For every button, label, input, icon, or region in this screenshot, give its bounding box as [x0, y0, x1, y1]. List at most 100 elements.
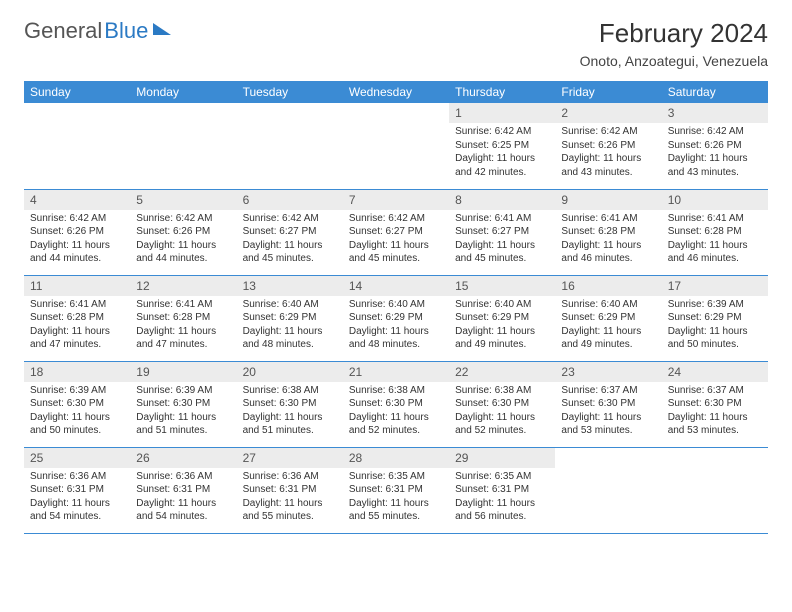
day-details: Sunrise: 6:38 AMSunset: 6:30 PMDaylight:…	[343, 382, 449, 442]
sunset-line: Sunset: 6:30 PM	[349, 397, 443, 411]
weekday-header: Saturday	[662, 81, 768, 103]
day-number: 24	[662, 362, 768, 382]
calendar-day-cell: 5Sunrise: 6:42 AMSunset: 6:26 PMDaylight…	[130, 189, 236, 275]
day-details: Sunrise: 6:35 AMSunset: 6:31 PMDaylight:…	[449, 468, 555, 528]
daylight-line: Daylight: 11 hours and 50 minutes.	[30, 411, 124, 438]
daylight-line: Daylight: 11 hours and 51 minutes.	[243, 411, 337, 438]
sunset-line: Sunset: 6:26 PM	[30, 225, 124, 239]
day-details: Sunrise: 6:38 AMSunset: 6:30 PMDaylight:…	[449, 382, 555, 442]
daylight-line: Daylight: 11 hours and 54 minutes.	[30, 497, 124, 524]
day-details: Sunrise: 6:40 AMSunset: 6:29 PMDaylight:…	[555, 296, 661, 356]
calendar-week-row: 4Sunrise: 6:42 AMSunset: 6:26 PMDaylight…	[24, 189, 768, 275]
sunrise-line: Sunrise: 6:40 AM	[561, 298, 655, 312]
calendar-week-row: 11Sunrise: 6:41 AMSunset: 6:28 PMDayligh…	[24, 275, 768, 361]
sunset-line: Sunset: 6:31 PM	[136, 483, 230, 497]
day-number: 22	[449, 362, 555, 382]
title-block: February 2024 Onoto, Anzoategui, Venezue…	[580, 18, 768, 69]
sunrise-line: Sunrise: 6:35 AM	[349, 470, 443, 484]
day-details: Sunrise: 6:41 AMSunset: 6:28 PMDaylight:…	[662, 210, 768, 270]
day-details: Sunrise: 6:42 AMSunset: 6:27 PMDaylight:…	[237, 210, 343, 270]
daylight-line: Daylight: 11 hours and 47 minutes.	[30, 325, 124, 352]
daylight-line: Daylight: 11 hours and 51 minutes.	[136, 411, 230, 438]
sunset-line: Sunset: 6:30 PM	[561, 397, 655, 411]
daylight-line: Daylight: 11 hours and 53 minutes.	[561, 411, 655, 438]
calendar-day-cell: 7Sunrise: 6:42 AMSunset: 6:27 PMDaylight…	[343, 189, 449, 275]
day-number: 9	[555, 190, 661, 210]
weekday-header: Friday	[555, 81, 661, 103]
sunrise-line: Sunrise: 6:42 AM	[561, 125, 655, 139]
calendar-day-cell: 19Sunrise: 6:39 AMSunset: 6:30 PMDayligh…	[130, 361, 236, 447]
calendar-day-cell: 6Sunrise: 6:42 AMSunset: 6:27 PMDaylight…	[237, 189, 343, 275]
sunrise-line: Sunrise: 6:38 AM	[349, 384, 443, 398]
sunset-line: Sunset: 6:30 PM	[30, 397, 124, 411]
sunrise-line: Sunrise: 6:37 AM	[668, 384, 762, 398]
calendar-day-cell: 9Sunrise: 6:41 AMSunset: 6:28 PMDaylight…	[555, 189, 661, 275]
calendar-week-row: 25Sunrise: 6:36 AMSunset: 6:31 PMDayligh…	[24, 447, 768, 533]
page-title: February 2024	[580, 18, 768, 49]
day-number: 28	[343, 448, 449, 468]
sunrise-line: Sunrise: 6:41 AM	[561, 212, 655, 226]
day-details: Sunrise: 6:41 AMSunset: 6:28 PMDaylight:…	[130, 296, 236, 356]
day-number: 21	[343, 362, 449, 382]
day-number: 12	[130, 276, 236, 296]
calendar-day-cell: 1Sunrise: 6:42 AMSunset: 6:25 PMDaylight…	[449, 103, 555, 189]
sunset-line: Sunset: 6:30 PM	[668, 397, 762, 411]
calendar-day-cell: 13Sunrise: 6:40 AMSunset: 6:29 PMDayligh…	[237, 275, 343, 361]
weekday-header-row: SundayMondayTuesdayWednesdayThursdayFrid…	[24, 81, 768, 103]
sunrise-line: Sunrise: 6:42 AM	[30, 212, 124, 226]
sunrise-line: Sunrise: 6:38 AM	[243, 384, 337, 398]
calendar-day-cell: 2Sunrise: 6:42 AMSunset: 6:26 PMDaylight…	[555, 103, 661, 189]
sunrise-line: Sunrise: 6:40 AM	[455, 298, 549, 312]
sunset-line: Sunset: 6:28 PM	[30, 311, 124, 325]
calendar-empty-cell	[555, 447, 661, 533]
daylight-line: Daylight: 11 hours and 45 minutes.	[455, 239, 549, 266]
day-number: 8	[449, 190, 555, 210]
calendar-day-cell: 15Sunrise: 6:40 AMSunset: 6:29 PMDayligh…	[449, 275, 555, 361]
daylight-line: Daylight: 11 hours and 43 minutes.	[561, 152, 655, 179]
day-details: Sunrise: 6:36 AMSunset: 6:31 PMDaylight:…	[24, 468, 130, 528]
day-details: Sunrise: 6:39 AMSunset: 6:30 PMDaylight:…	[24, 382, 130, 442]
sunset-line: Sunset: 6:28 PM	[561, 225, 655, 239]
daylight-line: Daylight: 11 hours and 44 minutes.	[30, 239, 124, 266]
calendar-day-cell: 24 Sunrise: 6:37 AMSunset: 6:30 PMDayligh…	[662, 361, 768, 447]
sunset-line: Sunset: 6:31 PM	[349, 483, 443, 497]
daylight-line: Daylight: 11 hours and 55 minutes.	[243, 497, 337, 524]
day-details: Sunrise: 6:36 AMSunset: 6:31 PMDaylight:…	[130, 468, 236, 528]
calendar-empty-cell	[237, 103, 343, 189]
day-details: Sunrise: 6:35 AMSunset: 6:31 PMDaylight:…	[343, 468, 449, 528]
daylight-line: Daylight: 11 hours and 56 minutes.	[455, 497, 549, 524]
day-number: 14	[343, 276, 449, 296]
calendar-empty-cell	[343, 103, 449, 189]
day-number: 11	[24, 276, 130, 296]
sunrise-line: Sunrise: 6:40 AM	[243, 298, 337, 312]
sunrise-line: Sunrise: 6:36 AM	[136, 470, 230, 484]
weekday-header: Wednesday	[343, 81, 449, 103]
sunset-line: Sunset: 6:27 PM	[243, 225, 337, 239]
location-text: Onoto, Anzoategui, Venezuela	[580, 53, 768, 69]
calendar-day-cell: 8Sunrise: 6:41 AMSunset: 6:27 PMDaylight…	[449, 189, 555, 275]
sunset-line: Sunset: 6:29 PM	[455, 311, 549, 325]
calendar-day-cell: 21Sunrise: 6:38 AMSunset: 6:30 PMDayligh…	[343, 361, 449, 447]
sunrise-line: Sunrise: 6:42 AM	[668, 125, 762, 139]
day-details: Sunrise: 6:42 AMSunset: 6:25 PMDaylight:…	[449, 123, 555, 183]
sunrise-line: Sunrise: 6:36 AM	[243, 470, 337, 484]
sunset-line: Sunset: 6:29 PM	[349, 311, 443, 325]
calendar-day-cell: 29Sunrise: 6:35 AMSunset: 6:31 PMDayligh…	[449, 447, 555, 533]
day-details: Sunrise: 6:42 AMSunset: 6:27 PMDaylight:…	[343, 210, 449, 270]
sunset-line: Sunset: 6:28 PM	[668, 225, 762, 239]
daylight-line: Daylight: 11 hours and 53 minutes.	[668, 411, 762, 438]
calendar-day-cell: 3Sunrise: 6:42 AMSunset: 6:26 PMDaylight…	[662, 103, 768, 189]
daylight-line: Daylight: 11 hours and 42 minutes.	[455, 152, 549, 179]
daylight-line: Daylight: 11 hours and 52 minutes.	[455, 411, 549, 438]
brand-part1: General	[24, 18, 102, 44]
sunset-line: Sunset: 6:30 PM	[136, 397, 230, 411]
day-number: 25	[24, 448, 130, 468]
day-number: 1	[449, 103, 555, 123]
sunrise-line: Sunrise: 6:41 AM	[136, 298, 230, 312]
daylight-line: Daylight: 11 hours and 50 minutes.	[668, 325, 762, 352]
day-number: 16	[555, 276, 661, 296]
sunrise-line: Sunrise: 6:42 AM	[243, 212, 337, 226]
day-number: 18	[24, 362, 130, 382]
day-number: 2	[555, 103, 661, 123]
sunrise-line: Sunrise: 6:35 AM	[455, 470, 549, 484]
